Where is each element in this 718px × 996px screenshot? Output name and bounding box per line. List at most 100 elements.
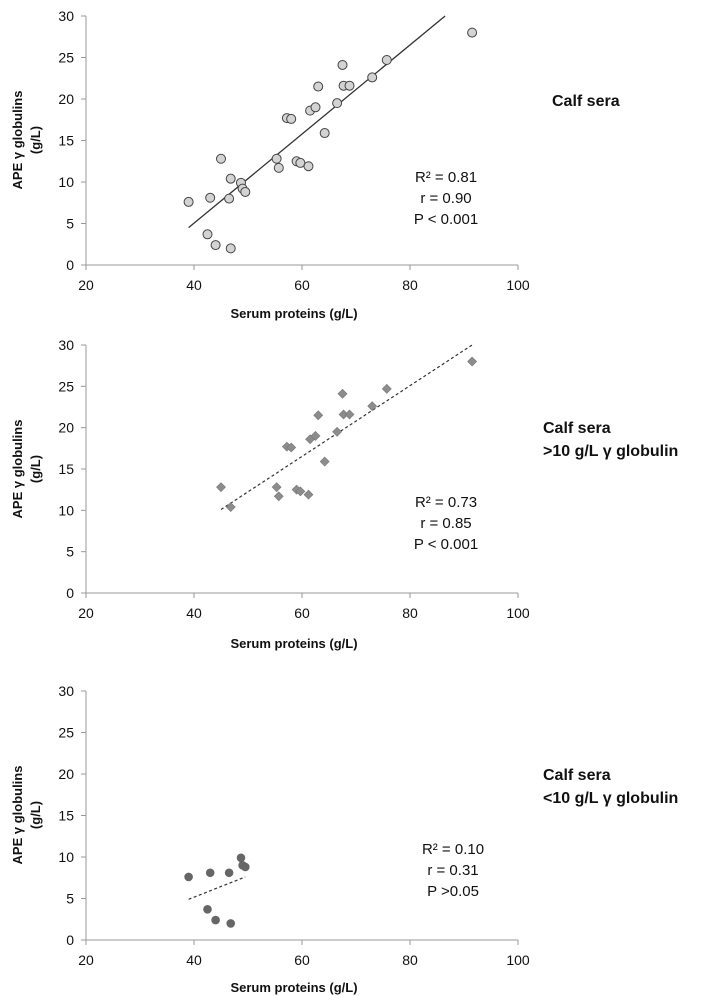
y-axis-title-line: (g/L) (28, 455, 43, 483)
y-tick-label: 15 (58, 461, 74, 477)
x-tick-label: 60 (294, 952, 310, 968)
data-point (467, 27, 478, 38)
trendline (188, 15, 446, 229)
y-axis-title: APE γ globulins (g/L) (10, 420, 43, 519)
x-tick-label: 100 (506, 605, 530, 621)
chart-panel-2: 0 5 10 15 20 25 30 20 40 60 80 100 Serum proteins (g… (10, 337, 678, 651)
stat-line: P < 0.001 (414, 536, 478, 553)
data-point (310, 431, 321, 441)
data-point (367, 72, 378, 83)
data-point (313, 410, 324, 421)
panel-label: >10 g/L γ globulin (543, 443, 678, 460)
data-point (286, 442, 297, 453)
data-point (367, 401, 378, 412)
x-tick-label: 20 (78, 952, 94, 968)
y-axis-title-line: (g/L) (28, 126, 43, 154)
y-tick-label: 10 (58, 174, 74, 190)
data-point (240, 186, 251, 197)
data-point (225, 502, 236, 512)
stat-line: P < 0.001 (414, 211, 478, 228)
y-tick-label: 0 (66, 585, 74, 601)
data-point (303, 489, 314, 500)
data-point (337, 59, 348, 70)
data-point (224, 868, 234, 878)
x-tick-label: 80 (402, 605, 418, 621)
y-tick-label: 25 (58, 378, 74, 394)
panel-label: Calf sera (552, 93, 620, 110)
stat-line: R² = 0.73 (415, 494, 477, 511)
y-tick-label: 5 (66, 544, 74, 560)
data-point (344, 409, 355, 420)
stat-line: r = 0.85 (420, 515, 471, 532)
x-tick-label: 40 (186, 277, 202, 293)
y-tick-label: 10 (58, 849, 74, 865)
y-tick-label: 20 (58, 420, 74, 436)
y-tick-label: 0 (66, 932, 74, 948)
data-point (225, 173, 236, 184)
y-axis-title: APE γ globulins (g/L) (10, 91, 43, 190)
data-point (295, 486, 306, 497)
data-point (337, 388, 348, 399)
x-axis-title: Serum proteins (g/L) (230, 306, 357, 321)
y-tick-label: 20 (58, 766, 74, 782)
data-point (467, 356, 478, 367)
data-point (183, 196, 194, 207)
data-point (211, 915, 220, 925)
x-tick-label: 40 (186, 605, 202, 621)
x-tick-label: 60 (294, 605, 310, 621)
chart-panel-1: 0 5 10 15 20 25 30 20 40 60 80 100 Serum proteins (g… (10, 8, 620, 321)
x-axis-title: Serum proteins (g/L) (230, 636, 357, 651)
y-tick-label: 0 (66, 257, 74, 273)
data-point (210, 240, 221, 251)
data-point (332, 98, 343, 109)
x-tick-label: 20 (78, 605, 94, 621)
stat-line: R² = 0.81 (415, 169, 477, 186)
stat-line: r = 0.90 (420, 190, 471, 207)
data-point (205, 192, 216, 203)
chart-panel-3: 0 5 10 15 20 25 30 20 40 60 80 100 Serum proteins (g… (10, 683, 678, 995)
data-point (319, 128, 330, 139)
x-tick-label: 80 (402, 952, 418, 968)
data-point (332, 426, 343, 437)
data-point (286, 113, 297, 124)
y-tick-label: 5 (66, 216, 74, 232)
y-tick-label: 15 (58, 808, 74, 824)
data-point (224, 193, 235, 204)
y-tick-label: 5 (66, 891, 74, 907)
y-axis-title-line: APE γ globulins (10, 766, 25, 865)
x-tick-label: 20 (78, 277, 94, 293)
data-point (313, 81, 324, 92)
y-axis-title-line: APE γ globulins (10, 91, 25, 190)
data-point (319, 456, 330, 467)
stat-line: r = 0.31 (427, 862, 478, 879)
trendline (220, 344, 473, 511)
data-point (236, 853, 246, 863)
data-point (216, 153, 226, 164)
stat-line: R² = 0.10 (422, 841, 484, 858)
data-point (381, 383, 392, 394)
data-point (310, 102, 321, 113)
y-tick-label: 30 (58, 683, 74, 699)
x-tick-label: 100 (506, 952, 530, 968)
x-tick-label: 60 (294, 277, 310, 293)
trendline (188, 876, 246, 900)
x-tick-label: 100 (506, 277, 530, 293)
y-axis-title: APE γ globulins (g/L) (10, 766, 43, 865)
data-point (344, 80, 355, 91)
y-tick-label: 10 (58, 502, 74, 518)
data-point (203, 904, 212, 914)
x-tick-label: 40 (186, 952, 202, 968)
data-point (273, 491, 284, 502)
y-tick-label: 30 (58, 337, 74, 353)
data-point (271, 482, 282, 493)
panel-label: <10 g/L γ globulin (543, 790, 678, 807)
data-point (216, 482, 226, 493)
data-point (273, 162, 284, 173)
data-point (184, 872, 193, 882)
data-point (205, 868, 215, 878)
y-tick-label: 20 (58, 91, 74, 107)
stat-line: P >0.05 (427, 883, 479, 900)
y-tick-label: 25 (58, 50, 74, 66)
y-axis-title-line: (g/L) (28, 801, 43, 829)
